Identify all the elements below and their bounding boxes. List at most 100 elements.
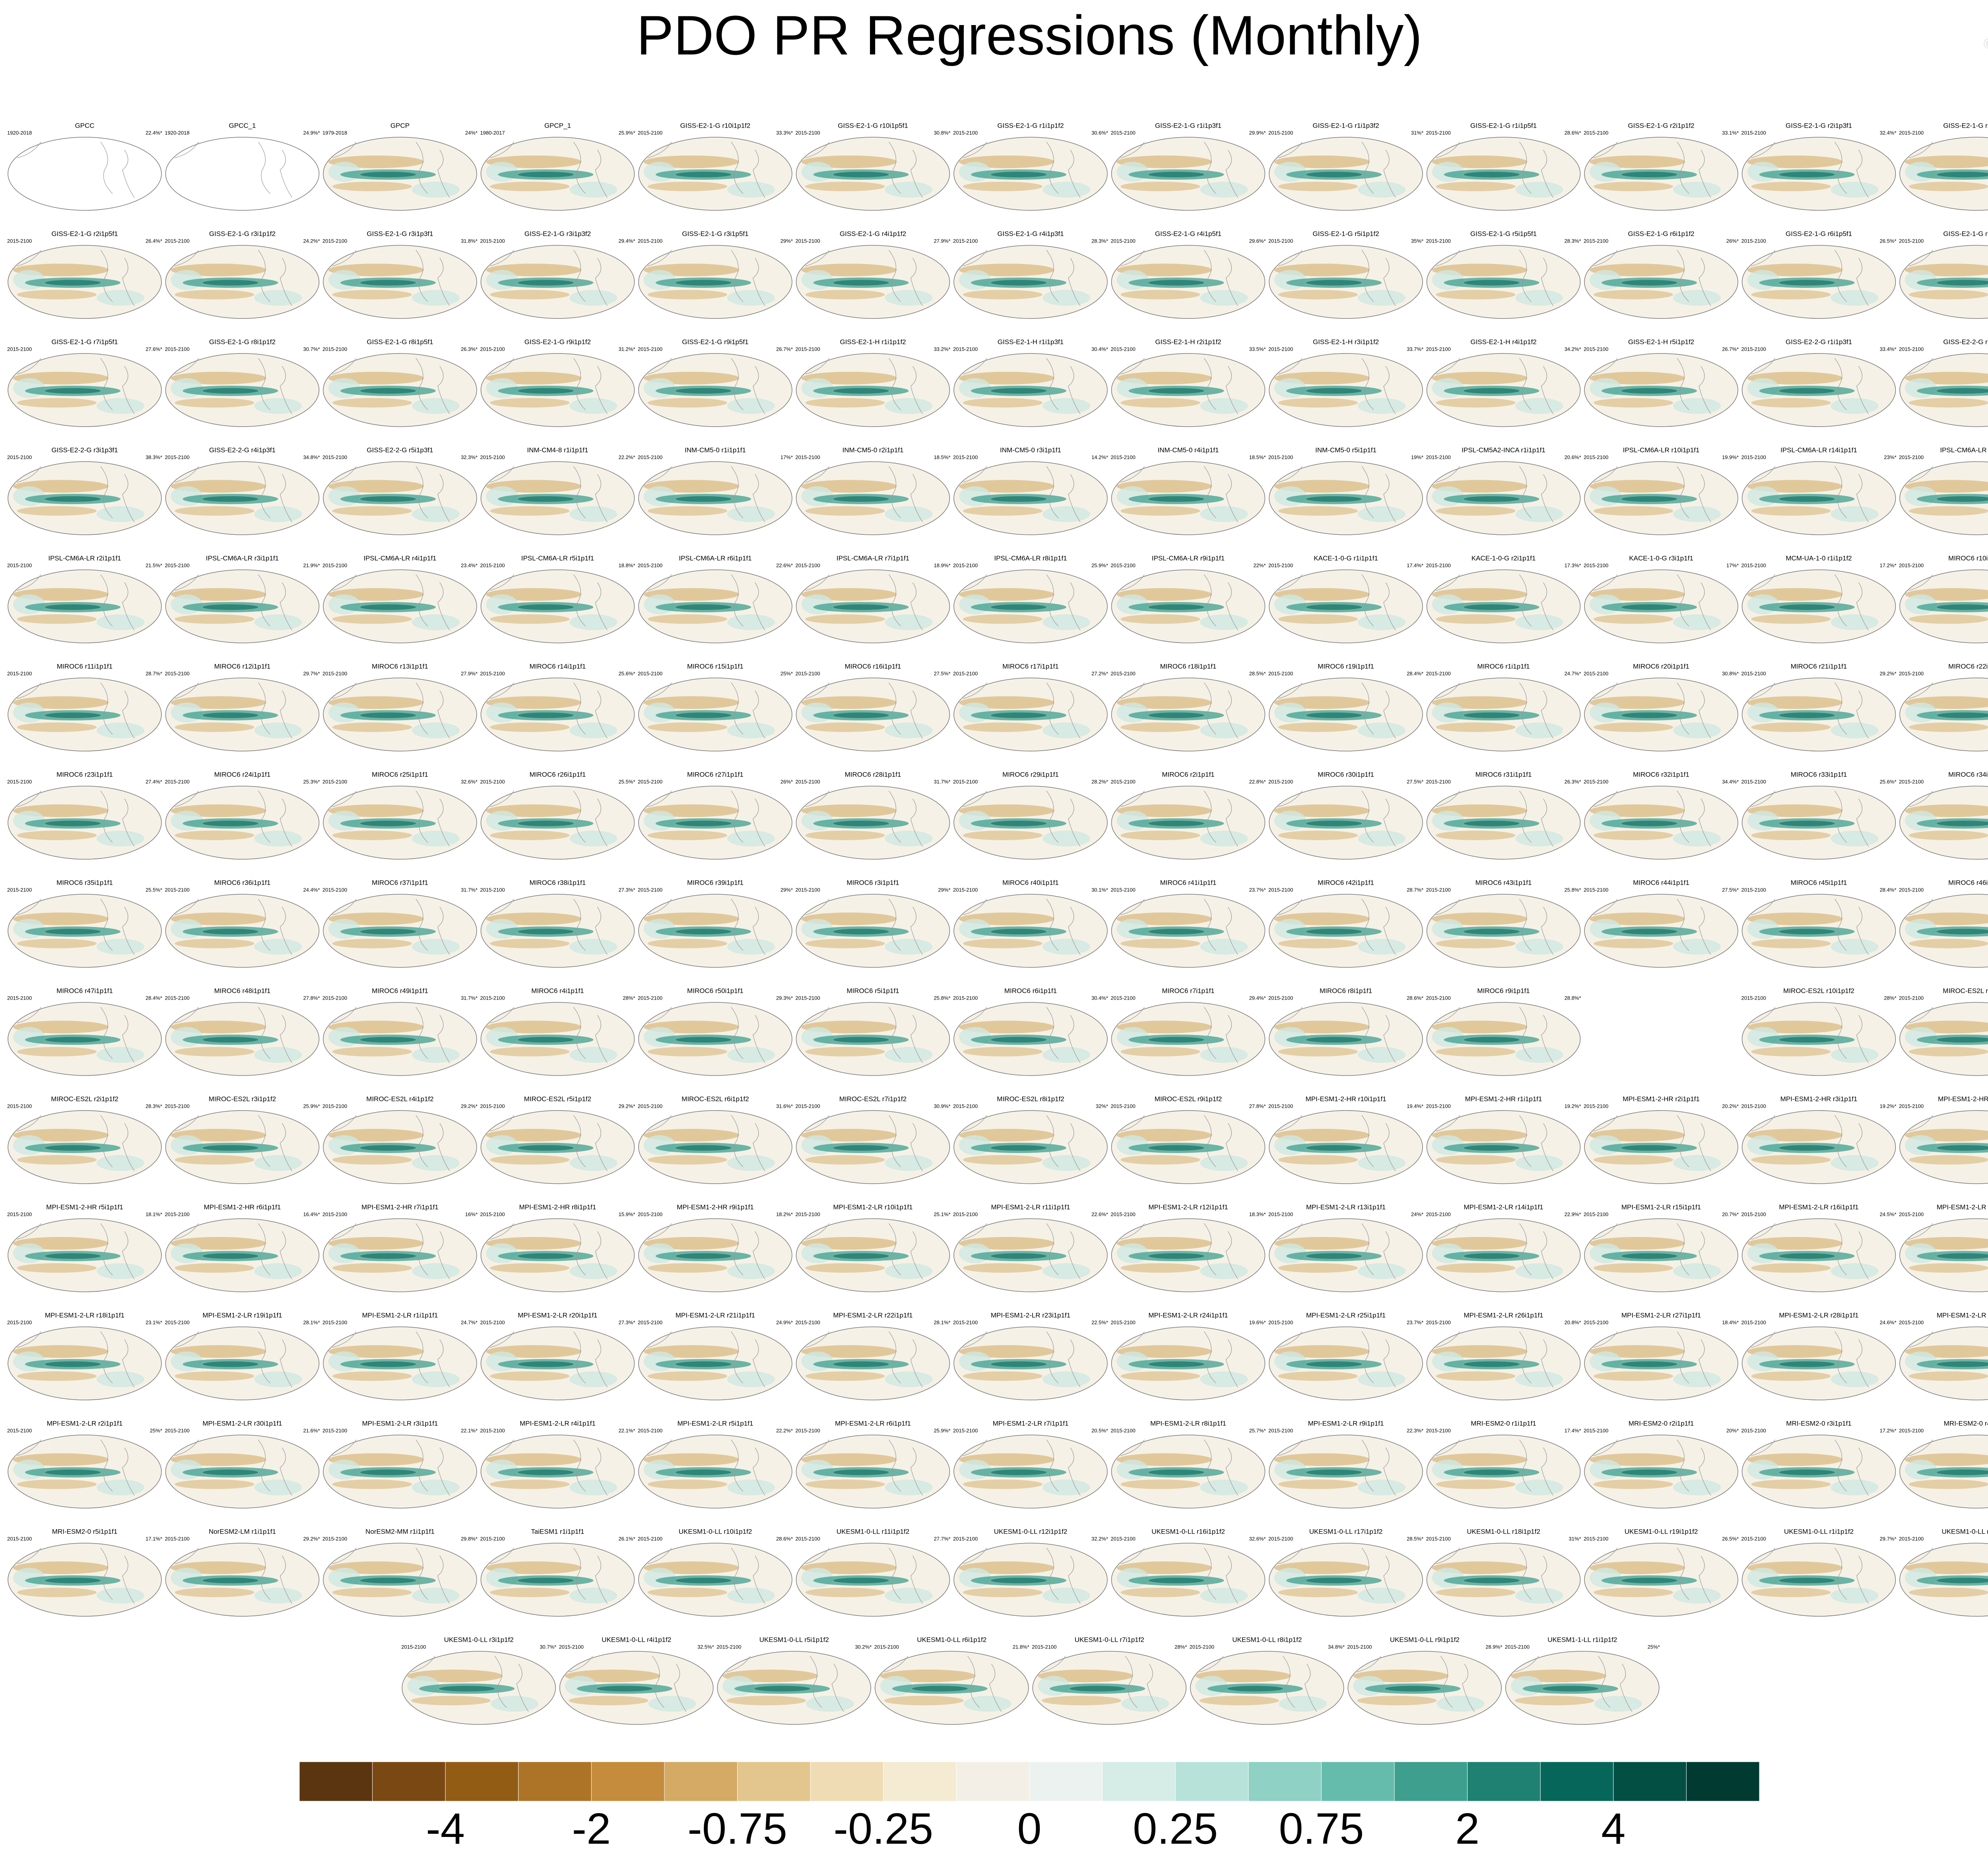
- panel-percent: 28%*: [1884, 995, 1896, 1001]
- map-coastline: [175, 1439, 292, 1496]
- panel-years: 2015-2100: [1899, 1427, 1924, 1433]
- panel-percent: 26%*: [1726, 238, 1739, 244]
- map-pattern: [1594, 1263, 1673, 1273]
- map-pattern: [97, 506, 144, 522]
- map-pattern: [1909, 1047, 1988, 1056]
- panel-title: GISS-E2-1-G r1i1p5f1: [1470, 122, 1537, 129]
- panel-years: 2015-2100: [165, 1211, 190, 1217]
- panel-years: 2015-2100: [7, 887, 32, 893]
- map-pattern: [1358, 939, 1406, 955]
- map-pattern: [490, 182, 570, 191]
- map-pattern: [1751, 722, 1831, 732]
- panel-percent: 18.2%*: [776, 1211, 793, 1217]
- map-pattern: [202, 1253, 258, 1259]
- map-background: [165, 137, 320, 211]
- map-pattern: [1436, 290, 1516, 299]
- panel-percent: 15.9%*: [619, 1211, 635, 1217]
- map-pattern: [202, 713, 258, 718]
- panel-percent: 30.1%*: [1091, 887, 1108, 893]
- map-pattern: [17, 1480, 97, 1489]
- map-pattern: [1831, 1588, 1879, 1604]
- panel-title: MIROC-ES2L r10i1p1f2: [1783, 987, 1854, 994]
- map-pattern: [648, 290, 727, 299]
- map-pattern: [1358, 1263, 1406, 1279]
- panel-title: MRI-ESM2-0 r3i1p1f1: [1786, 1419, 1851, 1427]
- panel-years: 2015-2100: [1426, 887, 1451, 893]
- panel-percent: 27.3%*: [619, 1319, 635, 1325]
- panel-title: GISS-E2-1-G r8i1p1f2: [209, 338, 276, 346]
- panel-years: 2015-2100: [796, 1536, 820, 1542]
- map-pattern: [1594, 1480, 1673, 1489]
- map-pattern: [991, 1145, 1046, 1151]
- map-pattern: [1831, 1155, 1879, 1171]
- panel-percent: 28.7%*: [1407, 887, 1423, 893]
- panel-title: MIROC6 r4i1p1f1: [531, 987, 584, 994]
- panel-years: 2015-2100: [1741, 995, 1766, 1001]
- panel-percent: 25.5%*: [619, 779, 635, 784]
- panel-years: 2015-2100: [1426, 1103, 1451, 1109]
- panel-percent: 24.4%*: [303, 887, 320, 893]
- map-pattern: [1673, 939, 1721, 955]
- map-coastline: [17, 1007, 135, 1063]
- map-pattern: [254, 1480, 302, 1495]
- map-coastline: [1278, 1547, 1396, 1604]
- panel-title: MPI-ESM1-2-HR r1i1p1f1: [1465, 1095, 1542, 1103]
- panel-years: 2015-2100: [1899, 1103, 1924, 1109]
- map-pattern: [963, 1588, 1043, 1597]
- map-pattern: [833, 172, 889, 177]
- map-pattern: [1515, 1588, 1563, 1604]
- map-pattern: [490, 290, 570, 299]
- map-pattern: [1779, 929, 1835, 934]
- panel-percent: 29.3%*: [776, 995, 793, 1001]
- map-pattern: [1594, 939, 1673, 948]
- panel-title: MCM-UA-1-0 r1i1p1f2: [1786, 554, 1852, 562]
- map-pattern: [360, 1470, 416, 1475]
- map-coastline: [805, 682, 923, 739]
- map-pattern: [1070, 1686, 1126, 1691]
- panel-title: GISS-E2-2-G r2i1p3f1: [1943, 338, 1988, 346]
- map-pattern: [1121, 1696, 1169, 1712]
- map-coastline: [1120, 358, 1238, 414]
- map-coastline: [17, 574, 135, 631]
- map-pattern: [596, 1686, 652, 1691]
- panel-title: MIROC6 r42i1p1f1: [1318, 879, 1374, 886]
- panel-years: 2015-2100: [953, 1536, 978, 1542]
- map-pattern: [1358, 722, 1406, 738]
- map-pattern: [1594, 398, 1673, 408]
- map-pattern: [1673, 722, 1721, 738]
- panel-years: 2015-2100: [1584, 1536, 1608, 1542]
- panel-title: MPI-ESM1-2-LR r15i1p1f1: [1621, 1203, 1701, 1211]
- map-pattern: [805, 290, 885, 299]
- panel-percent: 16%*: [465, 1211, 478, 1217]
- map-pattern: [1937, 604, 1988, 610]
- map-pattern: [569, 290, 617, 306]
- map-pattern: [1436, 1155, 1516, 1165]
- map-pattern: [1779, 1145, 1835, 1151]
- map-pattern: [175, 506, 254, 516]
- map-pattern: [727, 1263, 775, 1279]
- panel-years: 2015-2100: [322, 670, 347, 676]
- map-pattern: [1148, 1361, 1204, 1367]
- map-pattern: [963, 939, 1043, 948]
- panel-percent: 31%*: [1411, 130, 1423, 136]
- map-pattern: [1937, 1253, 1988, 1259]
- map-pattern: [332, 1047, 412, 1056]
- map-coastline: [1436, 250, 1553, 306]
- map-pattern: [648, 182, 727, 191]
- panel-percent: 19.4%*: [1407, 1103, 1423, 1109]
- panel-years: 2015-2100: [165, 887, 190, 893]
- map-pattern: [963, 1371, 1043, 1381]
- panel-percent: 28.3%*: [1091, 238, 1108, 244]
- map-pattern: [1779, 1037, 1835, 1043]
- map-pattern: [1120, 182, 1200, 191]
- map-pattern: [1043, 1047, 1090, 1063]
- panel-percent: 30.2%*: [855, 1644, 872, 1650]
- panel-title: GISS-E2-1-G r2i1p1f2: [1628, 122, 1694, 129]
- map-coastline: [1593, 790, 1711, 847]
- panel-title: MPI-ESM1-2-LR r12i1p1f1: [1148, 1203, 1228, 1211]
